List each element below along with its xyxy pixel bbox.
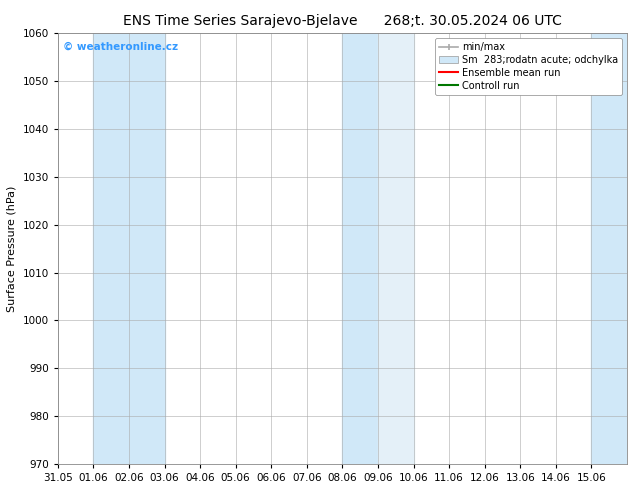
Y-axis label: Surface Pressure (hPa): Surface Pressure (hPa) bbox=[7, 185, 17, 312]
Bar bbox=[342, 33, 378, 464]
Text: © weatheronline.cz: © weatheronline.cz bbox=[63, 42, 179, 52]
Bar bbox=[93, 33, 164, 464]
Bar bbox=[378, 33, 413, 464]
Legend: min/max, Sm  283;rodatn acute; odchylka, Ensemble mean run, Controll run: min/max, Sm 283;rodatn acute; odchylka, … bbox=[435, 38, 622, 95]
Title: ENS Time Series Sarajevo-Bjelave      268;t. 30.05.2024 06 UTC: ENS Time Series Sarajevo-Bjelave 268;t. … bbox=[123, 14, 562, 28]
Bar bbox=[592, 33, 627, 464]
